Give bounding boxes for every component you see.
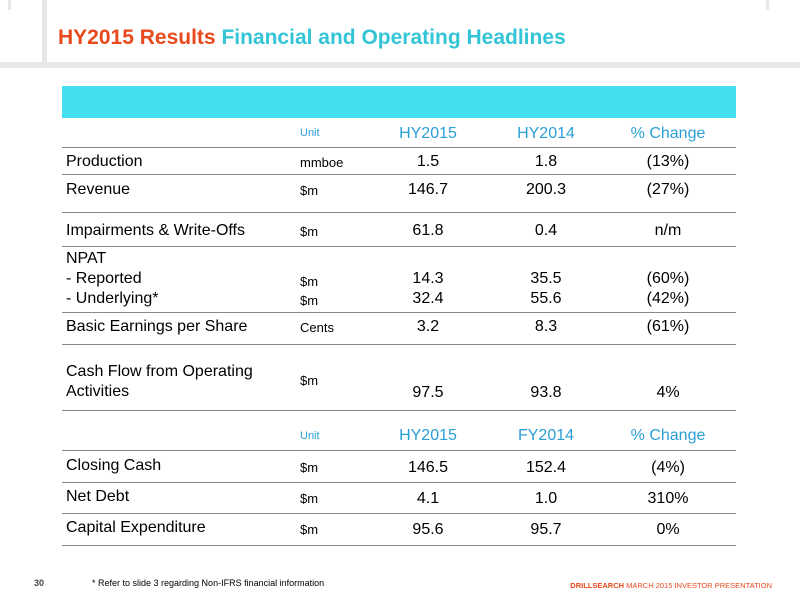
value-cell: 0.4	[534, 222, 558, 239]
value-cell: (61%)	[646, 318, 690, 335]
frame-tick	[766, 0, 769, 10]
value-cell: 152.4	[525, 459, 567, 476]
value-cell: 0%	[656, 521, 680, 538]
frame-left-bar	[42, 0, 47, 68]
row-label-npat-reported: - Reported	[66, 270, 142, 287]
row-divider	[62, 545, 736, 546]
row-label-revenue: Revenue	[66, 181, 131, 198]
unit-cell: $m	[300, 183, 319, 198]
title-sub: Financial and Operating Headlines	[221, 26, 566, 49]
row-divider	[62, 212, 736, 213]
value-cell: 1.5	[416, 153, 440, 170]
unit-cell: $m	[300, 522, 319, 537]
value-cell: 8.3	[534, 318, 558, 335]
table-header-band	[62, 86, 736, 118]
column-header-fy2014: FY2014	[517, 427, 575, 444]
unit-cell: Cents	[300, 320, 334, 335]
row-label-cashflow: Cash Flow from Operating	[66, 363, 253, 380]
unit-cell: $m	[300, 373, 319, 388]
row-divider	[62, 344, 736, 345]
row-label-capex: Capital Expenditure	[66, 519, 206, 536]
column-header-hy2015: HY2015	[399, 427, 457, 444]
frame-tick	[8, 0, 11, 10]
row-divider	[62, 147, 736, 148]
unit-cell: $m	[300, 491, 319, 506]
value-cell: 35.5	[530, 270, 562, 287]
unit-cell: $m	[300, 460, 319, 475]
value-cell: 32.4	[412, 290, 444, 307]
column-header-hy2014: HY2014	[517, 125, 575, 142]
value-cell: 146.7	[407, 181, 449, 198]
footnote: * Refer to slide 3 regarding Non-IFRS fi…	[92, 578, 325, 588]
value-cell: 3.2	[416, 318, 440, 335]
unit-header: Unit	[300, 127, 320, 139]
value-cell: (60%)	[646, 270, 690, 287]
row-label-eps: Basic Earnings per Share	[66, 318, 248, 335]
row-divider	[62, 410, 736, 411]
value-cell: 55.6	[530, 290, 562, 307]
value-cell: 1.0	[534, 490, 558, 507]
row-divider	[62, 450, 736, 451]
value-cell: (4%)	[651, 459, 685, 476]
title-main: HY2015 Results	[58, 26, 216, 49]
row-label-production: Production	[66, 153, 143, 170]
value-cell: 146.5	[407, 459, 449, 476]
row-divider	[62, 174, 736, 175]
value-cell: n/m	[654, 222, 682, 239]
row-label-closing-cash: Closing Cash	[66, 457, 162, 474]
value-cell: 4.1	[416, 490, 440, 507]
brand-name: DRILLSEARCH	[570, 581, 625, 590]
unit-cell: mmboe	[300, 155, 344, 170]
unit-cell: $m	[300, 274, 319, 289]
column-header-hy2015: HY2015	[399, 125, 457, 142]
slide-title: HY2015 Results Financial and Operating H…	[58, 26, 566, 50]
value-cell: 14.3	[412, 270, 444, 287]
unit-cell: $m	[300, 293, 319, 308]
value-cell: (42%)	[646, 290, 690, 307]
presentation-name: MARCH 2015 INVESTOR PRESENTATION	[626, 581, 772, 590]
value-cell: 4%	[656, 384, 680, 401]
value-cell: (27%)	[646, 181, 690, 198]
footer-brand: DRILLSEARCH MARCH 2015 INVESTOR PRESENTA…	[570, 581, 772, 590]
unit-header: Unit	[300, 430, 320, 442]
value-cell: 310%	[647, 490, 689, 507]
page-number: 30	[34, 578, 45, 588]
row-label-cashflow-cont: Activities	[66, 383, 130, 400]
unit-cell: $m	[300, 224, 319, 239]
value-cell: (13%)	[646, 153, 690, 170]
row-divider	[62, 246, 736, 247]
row-divider	[62, 482, 736, 483]
row-label-net-debt: Net Debt	[66, 488, 130, 505]
column-header-change: % Change	[630, 125, 706, 142]
row-label-npat: NPAT	[66, 250, 107, 267]
value-cell: 97.5	[412, 384, 444, 401]
row-divider	[62, 513, 736, 514]
frame-top-bar	[0, 62, 800, 68]
column-header-change: % Change	[630, 427, 706, 444]
value-cell: 1.8	[534, 153, 558, 170]
value-cell: 200.3	[525, 181, 567, 198]
row-label-impairments: Impairments & Write-Offs	[66, 222, 245, 239]
value-cell: 95.6	[412, 521, 444, 538]
row-divider	[62, 312, 736, 313]
value-cell: 61.8	[412, 222, 444, 239]
value-cell: 93.8	[530, 384, 562, 401]
row-label-npat-underlying: - Underlying*	[66, 290, 159, 307]
value-cell: 95.7	[530, 521, 562, 538]
